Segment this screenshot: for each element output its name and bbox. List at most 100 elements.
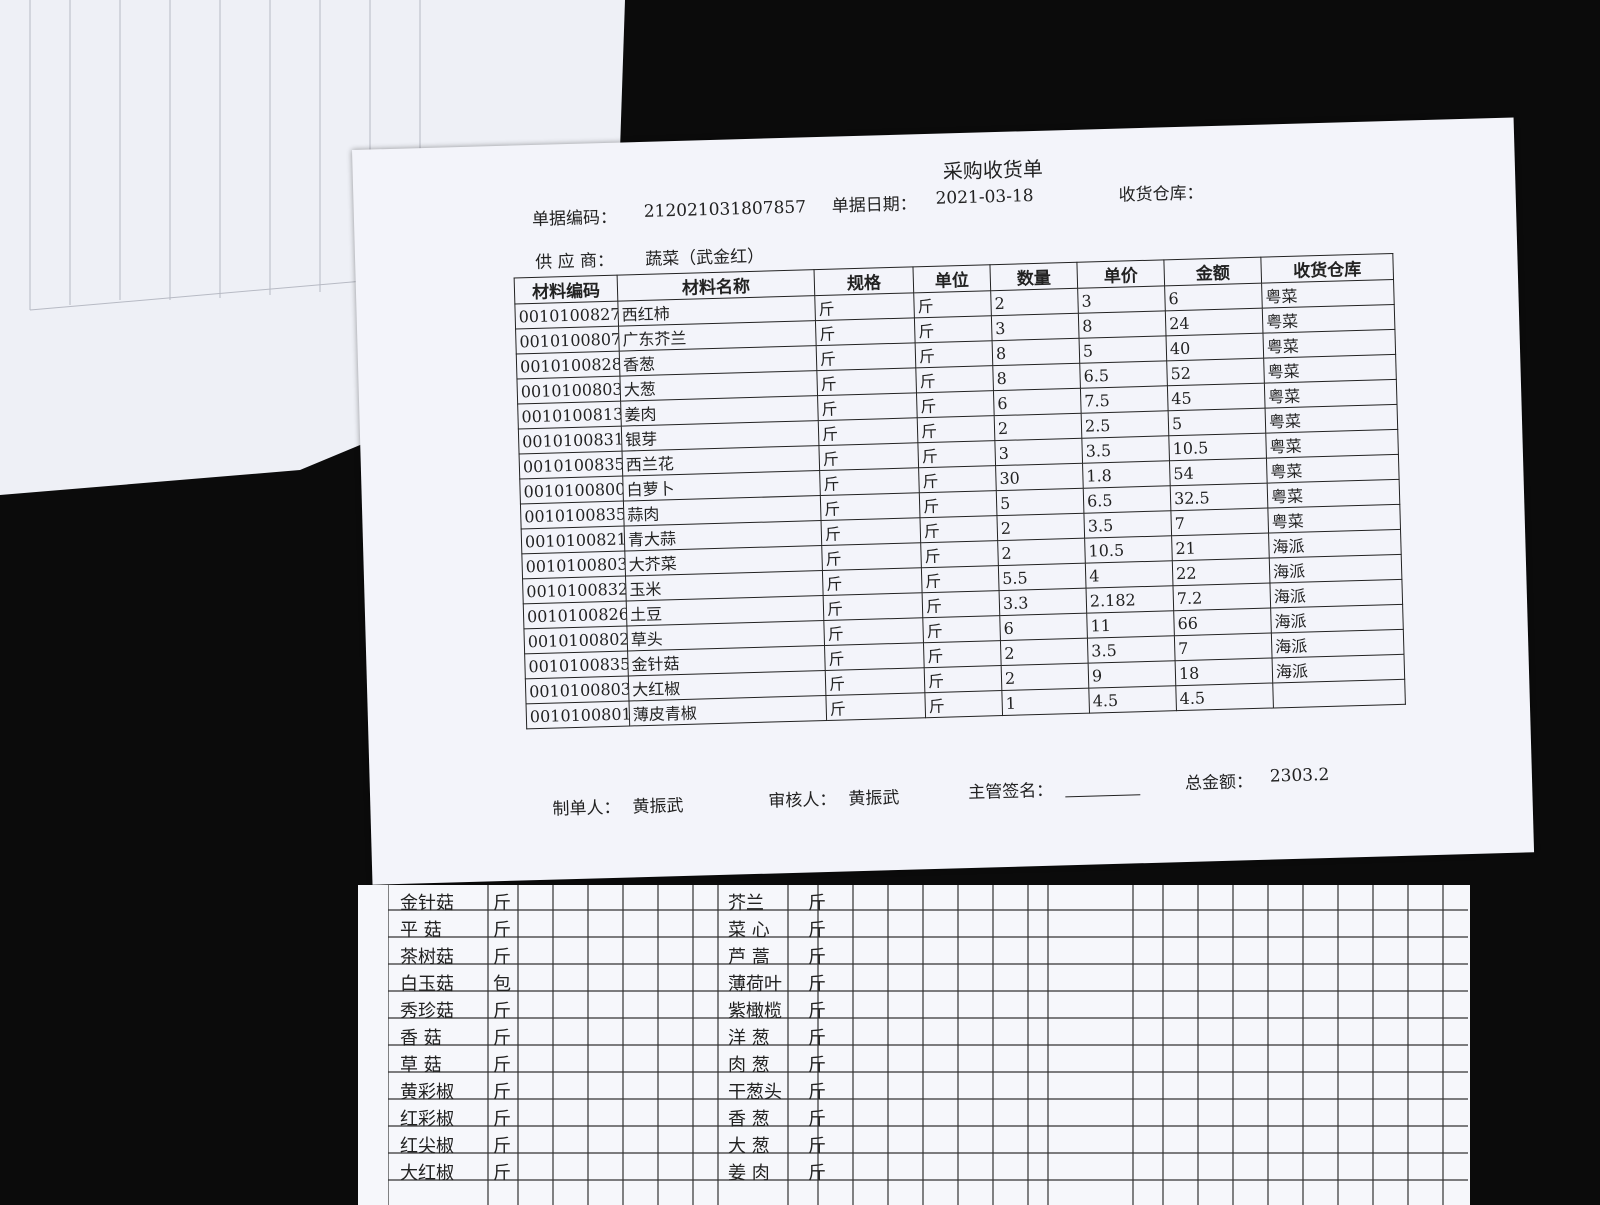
table-cell: 4 <box>1085 560 1173 589</box>
table-cell: 斤 <box>922 615 1001 643</box>
table-cell: 斤 <box>915 340 993 368</box>
table-cell: 海派 <box>1272 654 1405 683</box>
table-cell: 0010100821 <box>521 526 625 554</box>
item-name: 茶树菇 <box>400 947 454 968</box>
table-cell: 3.5 <box>1081 435 1170 464</box>
item-unit: 斤 <box>493 893 511 914</box>
table-cell: 海派 <box>1269 554 1402 584</box>
date: 2021-03-18 <box>935 185 1034 209</box>
table-cell: 斤 <box>823 592 923 621</box>
label: 主管签名： <box>967 780 1054 804</box>
table-cell: 0010100801 <box>526 700 630 729</box>
item-name: 干葱头 <box>728 1082 782 1103</box>
table-cell: 斤 <box>816 342 916 371</box>
table-cell: 0010100803 <box>521 551 626 579</box>
item-unit: 斤 <box>493 1028 511 1049</box>
table-cell: 5 <box>996 488 1084 516</box>
table-cell: 7.2 <box>1172 583 1271 611</box>
table-cell: 斤 <box>819 467 920 496</box>
table-cell: 斤 <box>814 292 915 321</box>
table-cell: 斤 <box>818 417 918 446</box>
table-cell: 30 <box>995 463 1084 491</box>
table-cell: 18 <box>1175 658 1273 686</box>
table-cell: 薄皮青椒 <box>628 695 827 726</box>
table-cell: 5.5 <box>998 563 1087 591</box>
label: 单据编码： <box>531 207 618 230</box>
table-cell: 10.5 <box>1168 433 1267 461</box>
table-cell: 7 <box>1170 508 1269 536</box>
table-cell: 斤 <box>922 590 1000 618</box>
signature-line <box>1065 794 1141 798</box>
table-cell: 斤 <box>815 317 916 346</box>
table-cell: 斤 <box>914 315 993 343</box>
table-cell: 海派 <box>1271 629 1404 659</box>
table-cell: 6.5 <box>1079 360 1168 389</box>
order-sheet: 金针菇斤平 菇斤茶树菇斤白玉菇包秀珍菇斤香 菇斤草 菇斤黄彩椒斤红彩椒斤红尖椒斤… <box>358 885 1470 1205</box>
label: 收货仓库： <box>1118 183 1204 206</box>
item-unit: 斤 <box>493 947 511 968</box>
table-cell: 2 <box>1001 663 1089 691</box>
item-unit: 斤 <box>808 947 826 968</box>
table-cell: 粤菜 <box>1267 504 1401 534</box>
table-cell: 斤 <box>816 367 917 396</box>
table-cell: 粤菜 <box>1265 429 1399 459</box>
table-cell: 0010100832 <box>522 576 627 604</box>
table-cell: 2 <box>990 288 1079 316</box>
table-cell: 斤 <box>822 567 923 596</box>
table-cell: 0010100826 <box>523 601 627 629</box>
table-cell: 粤菜 <box>1267 479 1400 509</box>
item-unit: 斤 <box>808 974 826 995</box>
table-cell: 斤 <box>920 540 999 568</box>
item-name: 肉 葱 <box>728 1055 770 1076</box>
table-cell: 粤菜 <box>1265 404 1398 434</box>
table-cell: 10.5 <box>1084 535 1173 564</box>
maker: 黄振武 <box>632 796 684 818</box>
table-cell: 4.5 <box>1175 682 1274 711</box>
table-cell: 斤 <box>825 692 926 721</box>
table-cell: 斤 <box>919 515 998 543</box>
table-cell: 2 <box>997 538 1086 566</box>
item-name: 芥兰 <box>728 893 764 914</box>
table-cell: 斤 <box>917 415 995 443</box>
item-name: 洋 葱 <box>728 1028 770 1049</box>
item-name: 红彩椒 <box>400 1109 454 1130</box>
table-cell: 24 <box>1165 308 1263 336</box>
order-grid <box>388 885 1468 1205</box>
table-cell: 0010100835 <box>520 501 625 529</box>
table-cell: 0010100807 <box>515 326 620 354</box>
table-cell: 6 <box>1164 283 1263 311</box>
table-cell: 4.5 <box>1088 685 1177 714</box>
table-cell: 6 <box>993 388 1082 416</box>
table-cell: 8 <box>992 338 1080 366</box>
table-cell: 52 <box>1166 358 1265 386</box>
table-cell: 1 <box>1001 688 1090 716</box>
table-cell: 2.5 <box>1081 410 1169 439</box>
table-cell: 斤 <box>917 440 996 468</box>
table-cell: 粤菜 <box>1262 329 1396 359</box>
table-cell: 0010100835 <box>519 451 623 479</box>
item-unit: 斤 <box>808 1028 826 1049</box>
item-unit: 斤 <box>493 1163 511 1184</box>
item-name: 金针菇 <box>400 893 454 914</box>
item-name: 红尖椒 <box>400 1136 454 1157</box>
table-cell: 3 <box>991 313 1080 341</box>
table-cell: 3.5 <box>1083 510 1172 539</box>
item-unit: 斤 <box>808 1001 826 1022</box>
table-cell: 5 <box>1168 408 1266 436</box>
table-cell: 粤菜 <box>1266 454 1400 484</box>
item-unit: 斤 <box>808 1055 826 1076</box>
table-cell: 0010100803 <box>516 376 621 404</box>
table-cell: 2 <box>1000 638 1089 666</box>
item-unit: 斤 <box>808 893 826 914</box>
table-cell: 3 <box>1077 285 1166 314</box>
item-name: 香 葱 <box>728 1109 770 1130</box>
folded-sheet <box>0 0 625 495</box>
table-cell: 斤 <box>921 565 1000 593</box>
label: 单据日期： <box>831 194 918 217</box>
table-cell: 粤菜 <box>1264 379 1398 409</box>
item-name: 薄荷叶 <box>728 974 782 995</box>
table-cell: 斤 <box>823 617 924 646</box>
item-name: 大 葱 <box>728 1136 770 1157</box>
table-cell: 3.3 <box>999 588 1087 616</box>
